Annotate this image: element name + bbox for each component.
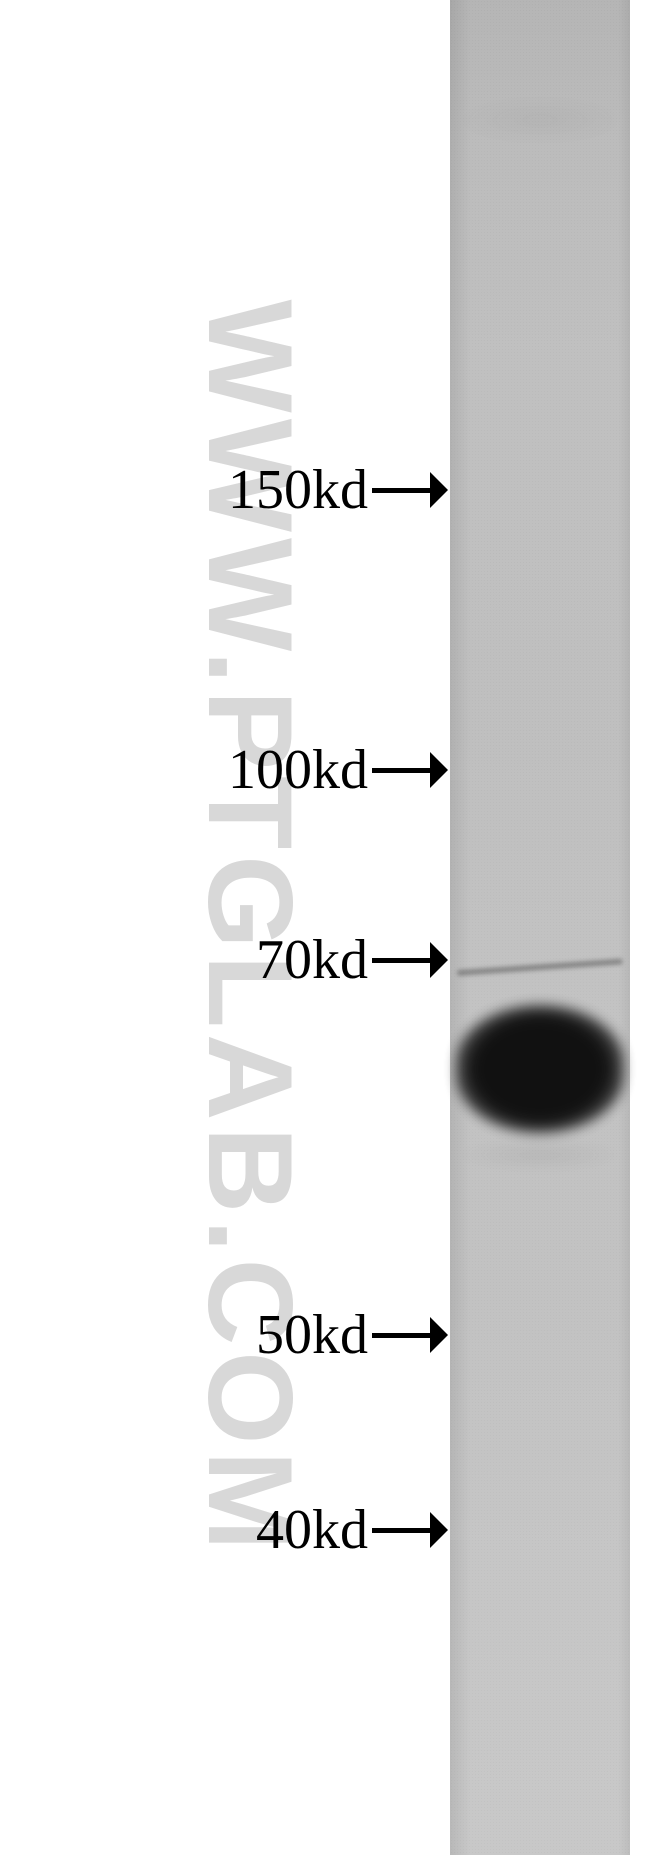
arrow-right-icon [372, 768, 430, 773]
marker-label: 70kd [256, 928, 368, 992]
mw-marker-70kd: 70kd [256, 932, 430, 988]
faint-smudge-top [465, 100, 615, 140]
blot-lane [450, 0, 630, 1855]
arrow-right-icon [372, 1528, 430, 1533]
lane-shade-left [450, 0, 470, 1855]
mw-marker-100kd: 100kd [228, 742, 430, 798]
blot-figure: WWW.PTGLAB.COM 150kd 100kd 70kd 5 [0, 0, 650, 1855]
lane-shade-right [618, 0, 630, 1855]
main-band [456, 1005, 624, 1133]
mw-marker-50kd: 50kd [256, 1307, 430, 1363]
arrow-right-icon [372, 488, 430, 493]
marker-label: 50kd [256, 1303, 368, 1367]
marker-label: 100kd [228, 738, 368, 802]
arrow-right-icon [372, 1333, 430, 1338]
faint-smudge-lower [465, 1140, 615, 1170]
arrow-right-icon [372, 958, 430, 963]
marker-label: 40kd [256, 1498, 368, 1562]
mw-marker-40kd: 40kd [256, 1502, 430, 1558]
marker-label: 150kd [228, 458, 368, 522]
lane-grain [450, 0, 630, 1855]
mw-marker-150kd: 150kd [228, 462, 430, 518]
